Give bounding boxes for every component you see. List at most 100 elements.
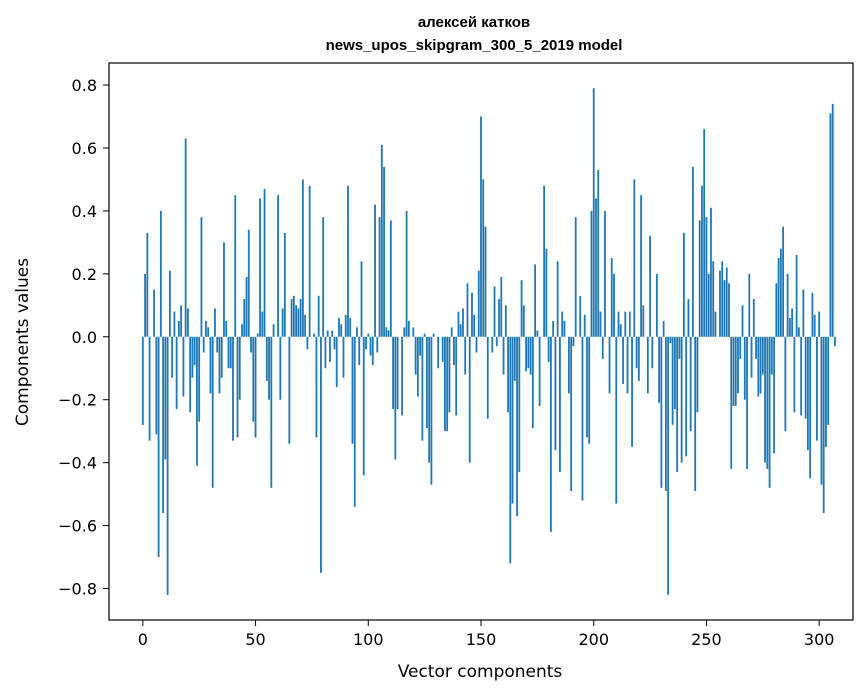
bar: [622, 336, 624, 384]
bar: [238, 336, 241, 400]
bar: [694, 336, 697, 491]
bar: [486, 336, 489, 419]
y-tick-label: 0.8: [72, 76, 97, 95]
bar: [301, 179, 304, 337]
bar: [471, 292, 473, 337]
bar: [225, 321, 228, 337]
x-tick-label: 300: [804, 630, 835, 649]
bar: [495, 336, 498, 347]
bar: [683, 232, 685, 337]
bar: [770, 336, 773, 375]
bar: [263, 188, 266, 337]
bar: [599, 311, 602, 337]
bar: [601, 336, 604, 359]
bar: [392, 336, 394, 410]
bar: [660, 336, 663, 488]
bar: [617, 311, 620, 337]
bar: [822, 336, 825, 514]
bar: [171, 336, 174, 378]
bar: [297, 308, 300, 337]
bar: [734, 336, 737, 407]
bar: [403, 327, 406, 337]
bar: [827, 336, 830, 425]
bar: [572, 336, 575, 347]
bar: [466, 283, 469, 337]
x-tick-label: 0: [138, 630, 148, 649]
bar: [184, 138, 187, 337]
bar: [207, 327, 210, 337]
bar: [664, 336, 667, 491]
bar: [256, 333, 259, 337]
bar: [583, 314, 586, 337]
bar: [482, 179, 485, 337]
bar: [389, 220, 392, 337]
bar: [554, 336, 557, 451]
bar: [547, 336, 550, 362]
bar: [626, 336, 629, 394]
bar: [344, 314, 347, 337]
bar: [608, 336, 611, 394]
bar: [367, 333, 370, 337]
bar: [628, 311, 631, 337]
bar: [719, 270, 721, 337]
bar: [290, 299, 293, 337]
bar: [464, 336, 467, 375]
bars-group: [141, 88, 836, 595]
x-tick-label: 100: [353, 630, 384, 649]
bar: [613, 273, 615, 337]
bar: [516, 336, 518, 517]
bar: [144, 273, 146, 337]
bar: [338, 317, 340, 337]
bar: [247, 229, 250, 337]
x-tick-label: 150: [466, 630, 497, 649]
bar: [227, 336, 230, 369]
bar: [153, 289, 155, 337]
bar: [534, 264, 537, 337]
bar: [507, 336, 509, 413]
bar: [568, 336, 570, 394]
bar: [561, 311, 564, 337]
bar: [362, 336, 365, 476]
bar: [455, 336, 458, 416]
bar: [353, 336, 356, 507]
y-axis-label: Components values: [13, 258, 33, 426]
bar: [559, 336, 561, 473]
bar: [518, 336, 521, 473]
bar: [579, 295, 582, 337]
bar: [637, 336, 640, 381]
bar: [148, 336, 151, 441]
bar: [520, 280, 523, 337]
bar: [268, 336, 270, 400]
bar: [416, 336, 419, 397]
bar: [265, 336, 268, 381]
bar: [329, 336, 331, 362]
bar: [331, 330, 334, 337]
bar: [175, 336, 178, 410]
bar: [333, 336, 336, 350]
bar: [342, 336, 345, 378]
bar: [513, 336, 516, 381]
bar: [141, 336, 144, 425]
bar: [784, 336, 787, 432]
bar: [387, 330, 390, 337]
chart-title-line-2: news_upos_skipgram_300_5_2019 model: [326, 37, 623, 54]
bar: [326, 330, 329, 337]
bar: [295, 305, 298, 337]
bar: [376, 336, 379, 353]
bar: [498, 299, 500, 337]
bar: [633, 179, 636, 337]
bar: [493, 286, 496, 337]
bar: [232, 336, 234, 441]
bar: [748, 273, 751, 337]
bar: [209, 336, 212, 394]
bar: [750, 336, 753, 378]
bar: [651, 336, 654, 369]
x-tick-label: 250: [691, 630, 722, 649]
bar: [655, 273, 658, 337]
bar: [545, 248, 548, 337]
bar: [701, 185, 703, 337]
bar: [795, 254, 798, 337]
bar: [525, 336, 527, 372]
